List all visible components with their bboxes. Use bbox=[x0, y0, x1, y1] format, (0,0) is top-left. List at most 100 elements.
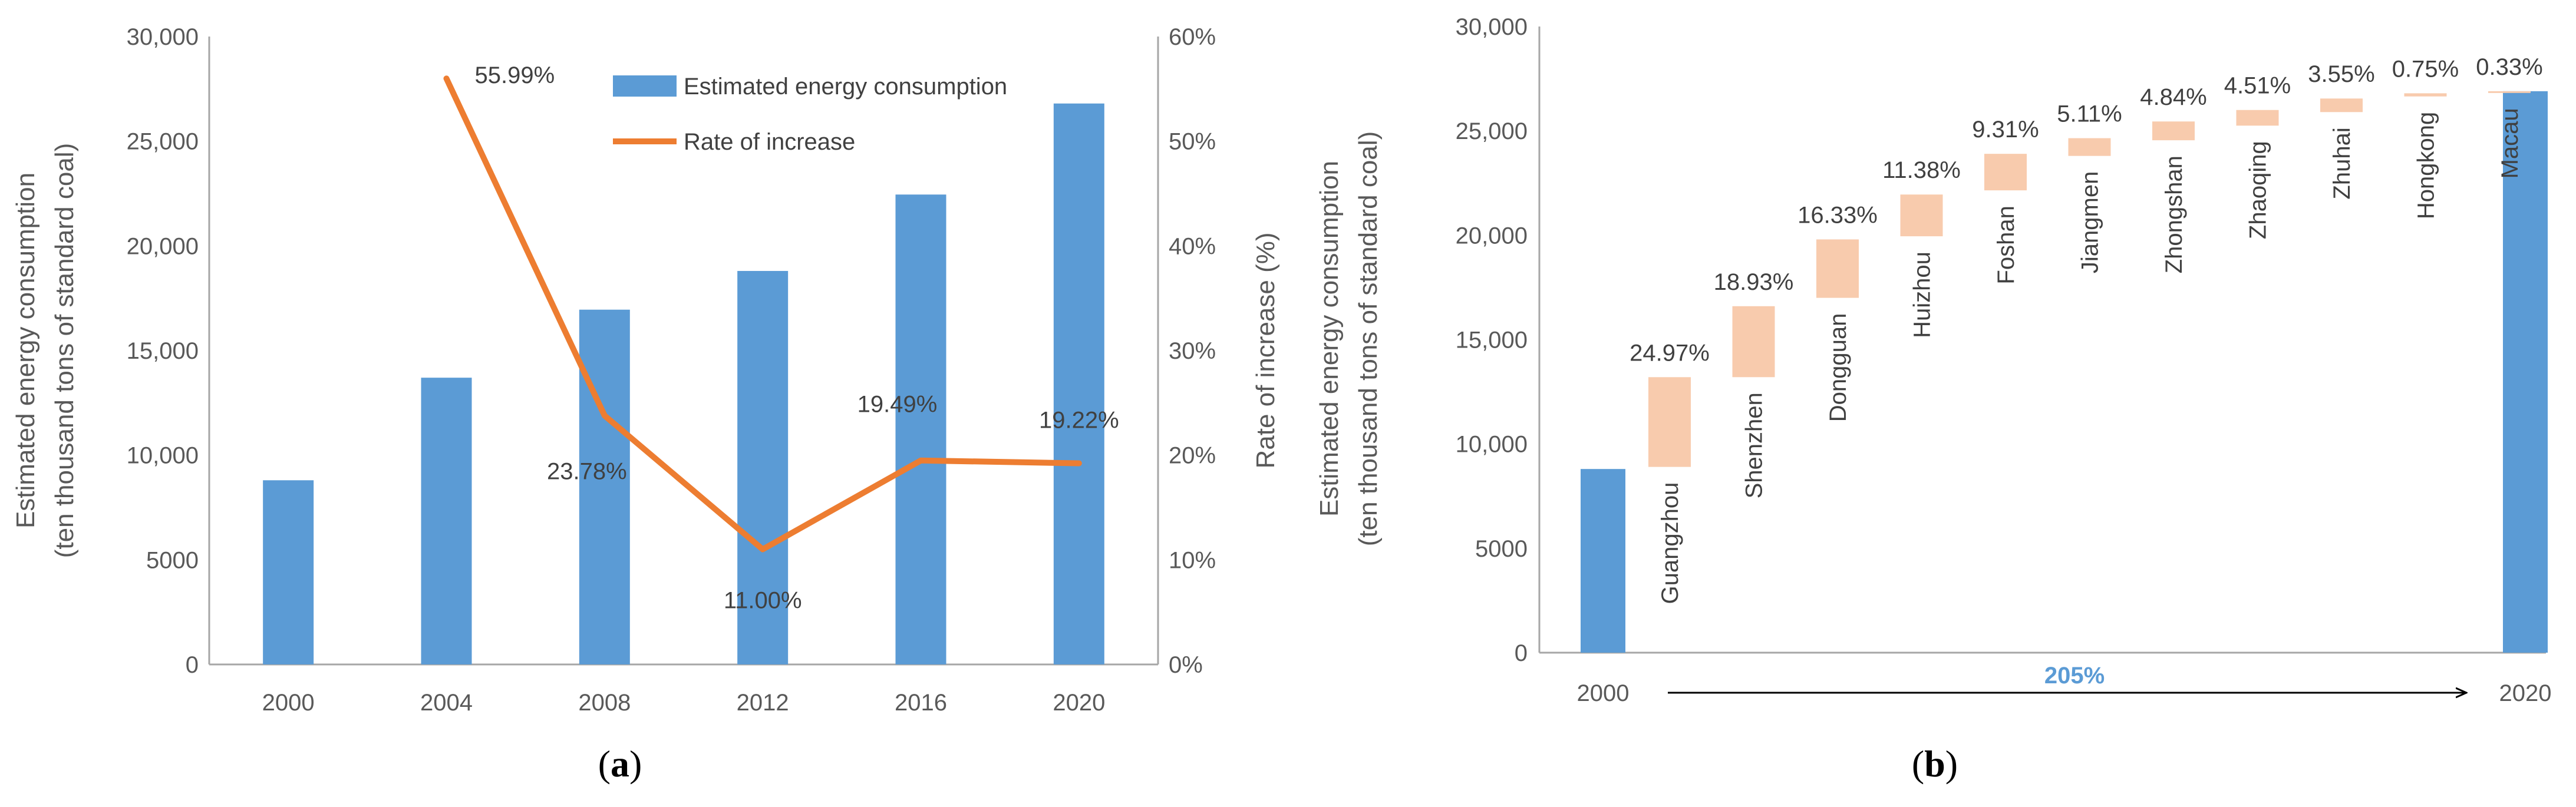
panel-b-step-bar bbox=[2320, 98, 2363, 113]
panel-a-y-tick: 15,000 bbox=[127, 338, 199, 364]
panel-b-city-label: Dongguan bbox=[1825, 313, 1851, 422]
panel-b-step-pct: 0.33% bbox=[2476, 54, 2542, 80]
panel-a-y2-tick: 40% bbox=[1169, 233, 1216, 259]
panel-b-city-label: Foshan bbox=[1993, 206, 2019, 284]
panel-b-end-bar bbox=[2503, 91, 2548, 653]
panel-b-step-bar bbox=[2404, 93, 2447, 97]
panel-b-step-pct: 4.84% bbox=[2140, 84, 2206, 110]
panel-b-step-bar bbox=[2068, 138, 2111, 156]
panel-b-step-pct: 24.97% bbox=[1630, 340, 1710, 366]
panel-a-line-data-labels: 55.99% 23.78% 11.00% 19.49% 19.22% bbox=[475, 62, 1119, 613]
panel-a-rate-line bbox=[443, 75, 1082, 553]
panel-a-ylabel-line2: (ten thousand tons of standard coal) bbox=[50, 143, 79, 558]
panel-a-y-tick-labels: 0 5000 10,000 15,000 20,000 25,000 30,000 bbox=[127, 24, 199, 678]
panel-a-x-tick: 2008 bbox=[578, 690, 631, 716]
panel-b-step-pct: 4.51% bbox=[2224, 73, 2291, 99]
panel-b-city-label: Huizhou bbox=[1909, 252, 1935, 338]
panel-b-city-label: Macau bbox=[2497, 108, 2523, 178]
panel-b-step-pct: 3.55% bbox=[2308, 61, 2374, 87]
panel-b-ylabel-line1: Estimated energy consumption bbox=[1315, 161, 1344, 517]
panel-a-x-tick: 2020 bbox=[1053, 690, 1105, 716]
legend-label-line: Rate of increase bbox=[684, 129, 855, 155]
panel-b-step-bar bbox=[1984, 154, 2027, 191]
panel-b-step-pct: 9.31% bbox=[1972, 117, 2039, 143]
panel-a-bar bbox=[579, 309, 630, 664]
panel-b-step-bar bbox=[1732, 306, 1775, 378]
panel-b-step-pct: 0.75% bbox=[2392, 56, 2459, 82]
panel-b-y-tick: 10,000 bbox=[1456, 432, 1528, 458]
panel-b-y-tick: 25,000 bbox=[1456, 118, 1528, 144]
panel-b-step-labels: 24.97% 18.93% 16.33%11.38% 9.31% 5.11% 4.84% 4… bbox=[1630, 54, 2543, 366]
panel-b-y-tick: 0 bbox=[1515, 640, 1528, 666]
panel-a-bar bbox=[895, 194, 946, 664]
panel-a-rate-label: 19.49% bbox=[857, 392, 938, 418]
panel-a-y2-tick: 20% bbox=[1169, 443, 1216, 469]
panel-b-span-label: 205% bbox=[2044, 663, 2105, 689]
panel-a-bar bbox=[737, 270, 789, 664]
panel-b-city-label: Shenzhen bbox=[1741, 392, 1767, 498]
panel-a-y2-tick: 60% bbox=[1169, 24, 1216, 50]
panel-b-step-pct: 5.11% bbox=[2057, 101, 2122, 127]
panel-a-y-tick: 25,000 bbox=[127, 129, 199, 155]
panel-a-y-tick: 30,000 bbox=[127, 24, 199, 50]
panel-b-city-label: Hongkong bbox=[2413, 112, 2439, 219]
panel-b-ylabel-line2: (ten thousand tons of standard coal) bbox=[1354, 131, 1383, 546]
panel-b-label: (b) bbox=[1912, 743, 1958, 785]
panel-a-y-tick: 20,000 bbox=[127, 233, 199, 259]
panel-b-start-bar bbox=[1581, 469, 1625, 653]
legend-label-bar: Estimated energy consumption bbox=[684, 74, 1007, 100]
panel-b-bars bbox=[1581, 91, 2548, 653]
panel-b-step-bar bbox=[1648, 377, 1691, 467]
panel-b-step-bar bbox=[2152, 121, 2195, 141]
panel-b-city-labels: Guangzhou Shenzhen Dongguan Huizhou Foshan Ji… bbox=[1657, 108, 2523, 604]
panel-a-y2-tick: 50% bbox=[1169, 129, 1216, 155]
panel-a-y2-tick: 0% bbox=[1169, 652, 1203, 678]
panel-b-y-tick: 15,000 bbox=[1456, 328, 1528, 353]
panel-b-chart: 0 5000 10,000 15,000 20,000 25,000 30,000 24.9… bbox=[1315, 14, 2551, 785]
panel-a-y-tick: 0 bbox=[186, 652, 199, 678]
panel-b-end-label: 2020 bbox=[2499, 680, 2552, 706]
panel-b-city-label: Zhuhai bbox=[2329, 127, 2355, 199]
panel-a-x-tick: 2000 bbox=[262, 690, 315, 716]
legend-swatch-bar bbox=[613, 75, 677, 97]
panel-b-y-tick: 20,000 bbox=[1456, 223, 1528, 249]
panel-a-label: (a) bbox=[598, 743, 642, 785]
panel-b-step-bar bbox=[1816, 239, 1859, 298]
panel-a-rate-label: 55.99% bbox=[475, 62, 555, 88]
panel-a-ylabel2: Rate of increase (%) bbox=[1251, 232, 1280, 468]
panel-b-city-label: Zhongshan bbox=[2161, 156, 2187, 273]
panel-a-y2-tick-labels: 0% 10% 20% 30% 40% 50% 60% bbox=[1169, 24, 1216, 678]
panel-b-city-label: Zhaoqing bbox=[2245, 141, 2271, 239]
panel-b-waterfall-steps bbox=[1648, 91, 2531, 467]
panel-a-rate-label: 19.22% bbox=[1039, 408, 1119, 434]
panel-a-bar bbox=[1053, 103, 1104, 664]
panel-a-x-tick: 2004 bbox=[420, 690, 473, 716]
panel-a-bar bbox=[421, 378, 472, 664]
panel-b-step-pct: 16.33% bbox=[1797, 202, 1878, 228]
panel-b-y-tick-labels: 0 5000 10,000 15,000 20,000 25,000 30,000 bbox=[1456, 14, 1528, 666]
panel-b-city-label: Jiangmen bbox=[2077, 171, 2103, 273]
panel-a-chart: 0 5000 10,000 15,000 20,000 25,000 30,000 0% 10… bbox=[11, 24, 1280, 785]
panel-b-step-bar bbox=[1900, 194, 1943, 237]
panel-b-y-tick: 30,000 bbox=[1456, 14, 1528, 40]
panel-a-bar bbox=[263, 480, 314, 664]
panel-a-y-tick: 5000 bbox=[146, 547, 199, 573]
panel-b-y-tick: 5000 bbox=[1475, 536, 1528, 562]
panel-a-rate-label: 11.00% bbox=[724, 588, 802, 614]
panel-a-ylabel-line1: Estimated energy consumption bbox=[11, 173, 40, 528]
panel-a-x-tick: 2016 bbox=[895, 690, 947, 716]
panel-a-y2-tick: 10% bbox=[1169, 547, 1216, 573]
panel-b-step-bar bbox=[2236, 110, 2279, 126]
panel-b-step-pct: 11.38% bbox=[1882, 157, 1961, 183]
panel-b-city-label: Guangzhou bbox=[1657, 482, 1683, 604]
panel-b-step-pct: 18.93% bbox=[1714, 269, 1794, 295]
panel-a-y2-tick: 30% bbox=[1169, 338, 1216, 364]
panel-a-y-tick: 10,000 bbox=[127, 443, 199, 469]
panel-a-x-tick-labels: 2000 2004 2008 2012 2016 2020 bbox=[262, 690, 1106, 716]
panel-b-step-bar bbox=[2488, 91, 2531, 93]
panel-a-rate-label: 23.78% bbox=[547, 459, 627, 485]
panel-b-start-label: 2000 bbox=[1577, 680, 1630, 706]
panel-a-bars bbox=[263, 103, 1104, 664]
panel-a-x-tick: 2012 bbox=[737, 690, 789, 716]
